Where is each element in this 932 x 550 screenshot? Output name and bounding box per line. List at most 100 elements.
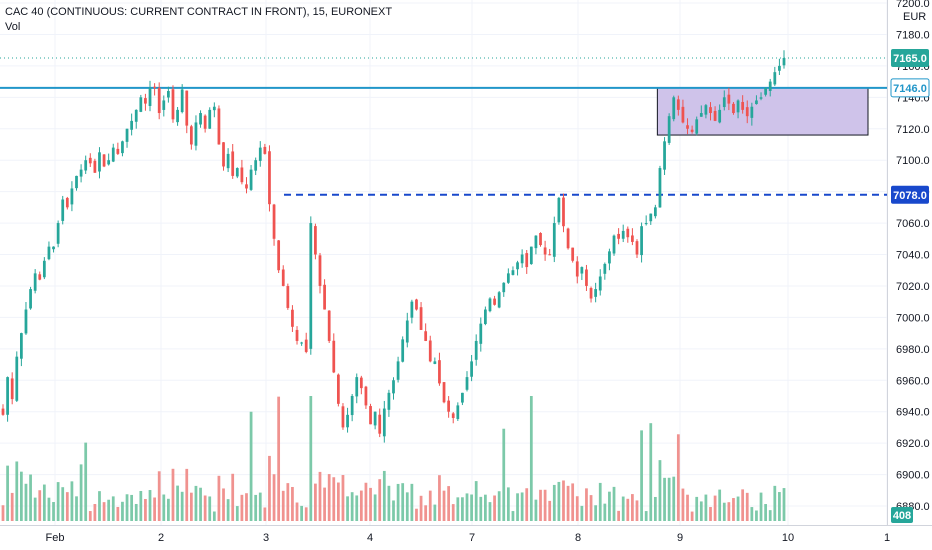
volume-bar [263,507,267,521]
volume-bar [29,474,32,521]
candle-body [6,377,9,415]
time-tick-label: 1 [884,532,890,544]
volume-bar [571,483,575,521]
volume-bar [727,502,731,521]
candle-body [180,89,184,113]
candle-body [764,87,768,95]
volume-bar [111,496,115,521]
volume-bar [33,497,37,521]
volume-bar [162,494,166,521]
volume-bar [502,428,506,521]
resistance-badge-text: 7146.0 [893,83,927,95]
candle-body [88,157,92,164]
candle-body [608,251,611,264]
candle-body [268,151,271,205]
candle-body [245,184,248,189]
candle-body [718,109,722,123]
volume-bar [552,484,556,521]
volume-bar [121,501,124,521]
candle-body [65,197,69,208]
volume-indicator-label[interactable]: Vol [5,21,21,33]
candle-body [493,298,496,305]
volume-bar [359,490,363,521]
grid-lines [0,0,888,525]
volume-bar [272,474,276,521]
candle-body [75,175,78,189]
candle-body [529,246,533,265]
price-tick-label: 7060.0 [896,218,930,230]
candle-body [199,113,202,125]
volume-bar [621,496,625,521]
candle-body [474,340,478,360]
candle-body [488,298,492,312]
candle-body [709,107,712,114]
volume-bar [603,503,607,521]
volume-bar [626,498,630,521]
candle-body [539,233,542,246]
volume-bar [695,496,699,521]
volume-bar [598,482,602,521]
candle-body [562,197,565,227]
volume-bar [369,487,372,521]
volume-bar [488,502,492,521]
symbol-title[interactable]: CAC 40 (CONTINUOUS: CURRENT CONTRACT IN … [5,6,393,18]
volume-bar [470,494,473,521]
volume-bar [511,511,515,521]
candle-body [479,323,483,344]
candle-body [451,413,455,418]
volume-bar [258,492,262,521]
volume-bar [539,489,542,521]
volume-bar [392,500,395,521]
price-tick-label: 6920.0 [896,438,930,450]
volume-bar [355,495,359,521]
candle-body [185,90,189,126]
candle-body [387,392,391,410]
candle-body [410,301,414,318]
volume-bar [378,479,382,521]
candle-body [240,167,244,183]
candle-body [304,339,308,352]
candle-body [428,340,432,362]
time-tick-label: 7 [469,532,475,544]
consolidation-zone [656,87,869,136]
candle-body [419,307,423,330]
volume-bar [281,490,285,521]
candle-body [552,223,556,257]
currency-label: EUR [903,11,926,23]
candle-body [130,120,134,130]
volume-bar [438,475,441,521]
volume-bar [594,505,598,521]
candle-body [621,230,625,239]
candle-body [139,97,143,112]
candle-body [203,115,207,129]
volume-bar [447,486,451,521]
candle-body [300,342,303,344]
candle-body [699,113,703,117]
volume-bar [185,468,189,521]
candle-body [327,310,331,341]
volume-bar [144,498,147,521]
candle-body [676,99,680,110]
candle-body [465,377,469,390]
candle-body [84,160,88,171]
volume-bar [474,481,478,521]
candle-body [162,100,166,110]
volume-bar [235,506,239,521]
volume-bar [194,485,198,521]
time-axis[interactable]: Feb 2 3 4 7 8 9 10 1 [46,532,891,544]
candle-body [690,129,694,132]
candle-body [470,361,473,377]
volume-bar [658,460,662,521]
candle-body [745,107,749,117]
volume-bar [713,495,717,521]
candle-body [341,406,345,428]
volume-bar [212,511,216,521]
volume-bar [314,483,317,521]
candle-body [29,289,32,309]
candle-body [318,255,322,286]
volume-bar [736,496,740,521]
candle-body [102,154,106,167]
last-price-badge-text: 7165.0 [893,53,927,65]
